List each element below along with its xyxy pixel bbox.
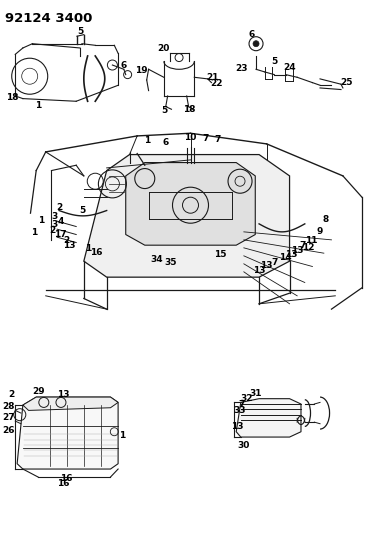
Text: 13: 13 (253, 266, 265, 274)
Text: 5: 5 (271, 57, 277, 66)
Text: 2: 2 (63, 237, 69, 245)
Text: 15: 15 (214, 251, 226, 259)
Text: 31: 31 (249, 389, 261, 398)
Text: 35: 35 (165, 259, 177, 267)
Text: 1: 1 (38, 216, 44, 224)
Text: 27: 27 (2, 414, 15, 422)
Text: 20: 20 (157, 44, 169, 53)
Text: 18: 18 (6, 93, 19, 101)
Text: 23: 23 (236, 64, 248, 72)
Text: 7: 7 (214, 135, 220, 144)
Text: 18: 18 (183, 105, 195, 114)
Text: 12: 12 (303, 244, 315, 252)
Text: 2: 2 (8, 390, 14, 399)
Text: 24: 24 (283, 63, 296, 72)
Text: 7: 7 (203, 134, 209, 143)
Text: 7: 7 (238, 400, 244, 408)
Text: 16: 16 (57, 480, 69, 488)
Text: 21: 21 (207, 73, 219, 82)
Text: 9: 9 (317, 228, 323, 236)
Text: 5: 5 (162, 106, 168, 115)
Text: 14: 14 (279, 254, 292, 262)
Text: 19: 19 (135, 66, 148, 75)
Text: 33: 33 (233, 406, 245, 415)
Text: 29: 29 (32, 387, 45, 396)
Text: 4: 4 (58, 217, 64, 226)
Text: 1: 1 (35, 101, 41, 109)
Text: 16: 16 (90, 248, 102, 256)
Text: 13: 13 (291, 246, 303, 255)
Text: 28: 28 (3, 402, 15, 410)
Text: 6: 6 (248, 30, 255, 39)
Text: 1: 1 (31, 229, 37, 237)
Text: 30: 30 (237, 441, 249, 449)
Text: 13: 13 (57, 390, 69, 399)
Text: 10: 10 (184, 133, 197, 142)
Text: 26: 26 (3, 426, 15, 435)
Text: 6: 6 (163, 139, 169, 147)
Text: 7: 7 (300, 241, 306, 249)
Text: 13: 13 (261, 261, 273, 270)
Polygon shape (17, 397, 118, 469)
Polygon shape (84, 155, 290, 277)
Polygon shape (236, 399, 301, 437)
Text: 13: 13 (64, 241, 76, 249)
Circle shape (253, 41, 259, 47)
Text: 16: 16 (61, 474, 73, 482)
Text: 2: 2 (49, 226, 55, 235)
Text: 5: 5 (78, 28, 84, 36)
Text: 25: 25 (341, 78, 353, 87)
Text: 92124 3400: 92124 3400 (5, 12, 92, 25)
Text: 3: 3 (51, 220, 57, 229)
Text: 13: 13 (231, 422, 243, 431)
Polygon shape (23, 397, 118, 410)
Text: 17: 17 (54, 230, 67, 239)
Polygon shape (126, 163, 255, 245)
Text: 8: 8 (323, 215, 329, 224)
Text: 34: 34 (150, 255, 163, 264)
Text: 22: 22 (210, 79, 222, 88)
Text: 5: 5 (79, 206, 85, 215)
Text: 1: 1 (144, 136, 150, 145)
Text: 32: 32 (241, 394, 253, 403)
Text: 13: 13 (285, 251, 298, 259)
Text: 2: 2 (56, 204, 62, 212)
Text: 1: 1 (119, 432, 125, 440)
Text: 7: 7 (271, 258, 277, 266)
Text: 6: 6 (121, 61, 127, 69)
Text: 3: 3 (51, 212, 57, 221)
Text: 11: 11 (306, 237, 318, 245)
Text: 1: 1 (85, 244, 91, 253)
